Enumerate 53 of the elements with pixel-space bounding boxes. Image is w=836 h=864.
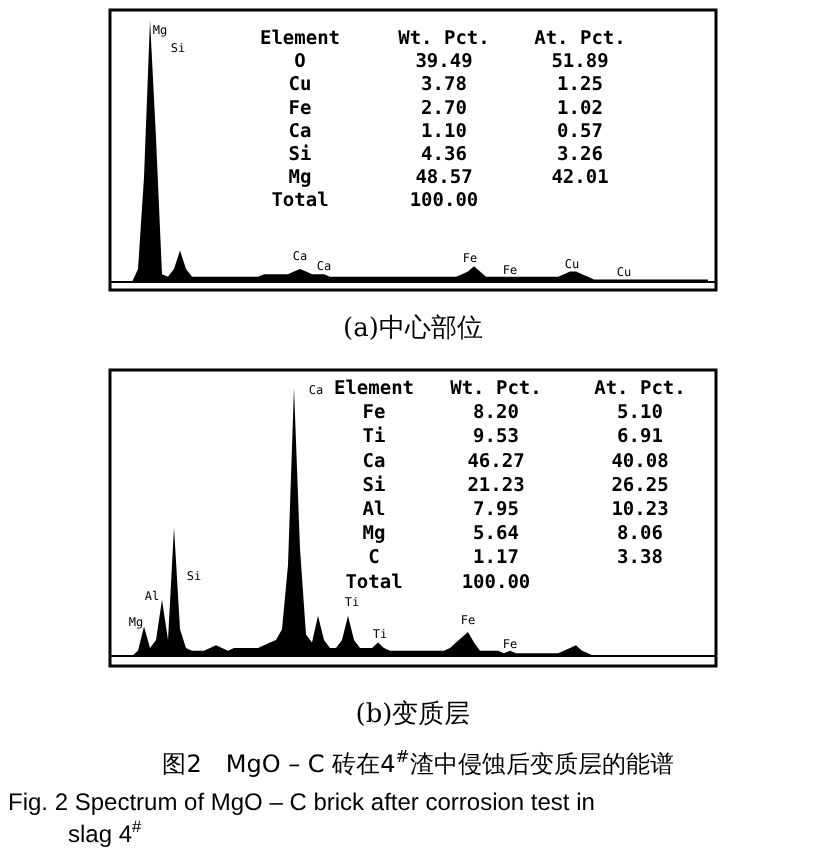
annotation: 40.08 — [611, 450, 670, 473]
annotation: Wt. Pct. — [398, 28, 490, 50]
annotation: 48.57 — [415, 167, 473, 190]
annotation: 26.25 — [611, 474, 670, 497]
annotation: 1.17 — [473, 547, 519, 570]
annotation: 3.38 — [617, 547, 664, 570]
annotation: 4.36 — [421, 144, 468, 166]
annotation: 0.57 — [557, 120, 603, 143]
annotation: 100.00 — [409, 190, 479, 213]
annotation: 6.91 — [617, 426, 664, 449]
annotation: Element — [333, 378, 415, 400]
annotation: Ca — [288, 120, 312, 143]
annotation: Si — [362, 474, 386, 497]
annotation: 1.10 — [421, 120, 468, 143]
annotation: 5.10 — [617, 402, 664, 425]
annotation: 8.20 — [473, 402, 520, 425]
annotation: Si — [288, 144, 312, 166]
text: (a)中心部位 — [343, 312, 483, 344]
annotation: 100.00 — [461, 571, 531, 594]
annotation: 51.89 — [551, 51, 610, 74]
caption: 图2 MgO – C 砖在4$^{#}$渣中侵蚀后变质层的能谱 — [162, 746, 674, 778]
annotation: 8.06 — [617, 523, 664, 546]
annotation: Al — [362, 499, 386, 521]
annotation: 21.23 — [467, 474, 526, 497]
annotation: 1.02 — [557, 97, 603, 120]
annotation: O — [294, 51, 307, 74]
annotation: Cu — [288, 74, 312, 97]
annotation: Wt. Pct. — [450, 378, 542, 400]
annotation: Fe — [362, 402, 386, 425]
annotation: Mg — [362, 523, 386, 546]
caption: Fig. 2 Spectrum of MgO – C brick after corrosion test in slag 4$^{#}$ — [8, 788, 595, 848]
annotation: 2.70 — [421, 97, 468, 120]
annotation: Mg — [288, 167, 312, 190]
annotation: At. Pct. — [534, 28, 626, 50]
text: (b)变质层 — [355, 700, 471, 730]
annotation: 3.26 — [557, 144, 604, 166]
annotation: Fe — [288, 97, 312, 120]
annotation: 1.25 — [557, 74, 604, 97]
annotation: 46.27 — [467, 450, 525, 473]
annotation: Element — [259, 28, 341, 50]
annotation: 7.95 — [473, 499, 520, 521]
annotation: 10.23 — [611, 499, 670, 521]
annotation: 39.49 — [415, 51, 474, 74]
annotation: 5.64 — [473, 523, 520, 546]
annotation: Total — [345, 571, 404, 594]
annotation: 9.53 — [473, 426, 520, 449]
annotation: Total — [271, 190, 330, 213]
annotation: Ti — [362, 426, 386, 449]
annotation: 3.78 — [421, 74, 468, 97]
annotation: Ca — [362, 450, 386, 473]
annotation: C — [368, 547, 381, 570]
annotation: At. Pct. — [594, 378, 686, 400]
annotation: 42.01 — [551, 167, 610, 190]
